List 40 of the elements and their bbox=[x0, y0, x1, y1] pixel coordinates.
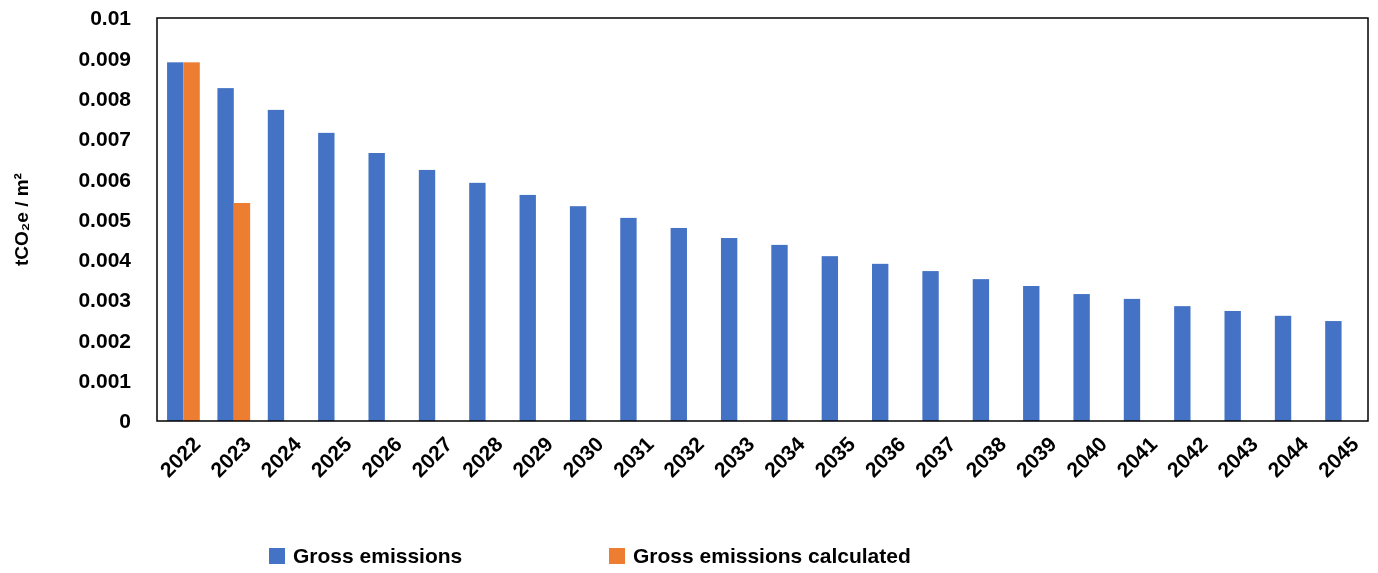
bar bbox=[1123, 298, 1141, 421]
bar bbox=[217, 88, 234, 421]
y-tick-label: 0.01 bbox=[90, 6, 132, 30]
bar bbox=[418, 169, 436, 421]
y-tick-label: 0.001 bbox=[78, 369, 132, 393]
bar bbox=[233, 202, 251, 421]
bar bbox=[368, 153, 385, 421]
y-tick-label: 0.007 bbox=[78, 127, 131, 151]
bar bbox=[1174, 306, 1191, 421]
legend-label: Gross emissions bbox=[293, 544, 463, 568]
bar bbox=[318, 132, 335, 421]
bar bbox=[1224, 310, 1241, 421]
bar bbox=[183, 62, 200, 421]
bar bbox=[1073, 294, 1090, 421]
y-tick-label: 0.008 bbox=[78, 86, 132, 110]
bar bbox=[620, 217, 637, 421]
legend-label: Gross emissions calculated bbox=[633, 544, 911, 568]
bar bbox=[972, 279, 990, 421]
bar bbox=[1325, 321, 1342, 421]
y-tick-label: 0.002 bbox=[78, 328, 131, 352]
bar bbox=[1274, 315, 1292, 421]
bar bbox=[569, 206, 587, 421]
y-tick-label: 0.005 bbox=[78, 207, 132, 231]
y-tick-label: 0.006 bbox=[78, 167, 131, 191]
bar bbox=[720, 238, 738, 421]
y-tick-label: 0.009 bbox=[78, 46, 131, 70]
bar bbox=[771, 244, 788, 421]
bar bbox=[469, 182, 486, 421]
bar bbox=[167, 62, 184, 421]
bar bbox=[519, 194, 536, 421]
bar bbox=[821, 256, 839, 421]
bar bbox=[872, 263, 889, 421]
bar bbox=[670, 227, 687, 421]
y-tick-label: 0.003 bbox=[78, 288, 131, 312]
y-tick-label: 0 bbox=[119, 409, 131, 433]
bar bbox=[1023, 286, 1040, 421]
y-tick-label: 0.004 bbox=[78, 248, 132, 272]
bar bbox=[922, 271, 939, 421]
bar bbox=[267, 109, 285, 421]
y-axis-title: tCO₂e / m² bbox=[11, 173, 32, 266]
